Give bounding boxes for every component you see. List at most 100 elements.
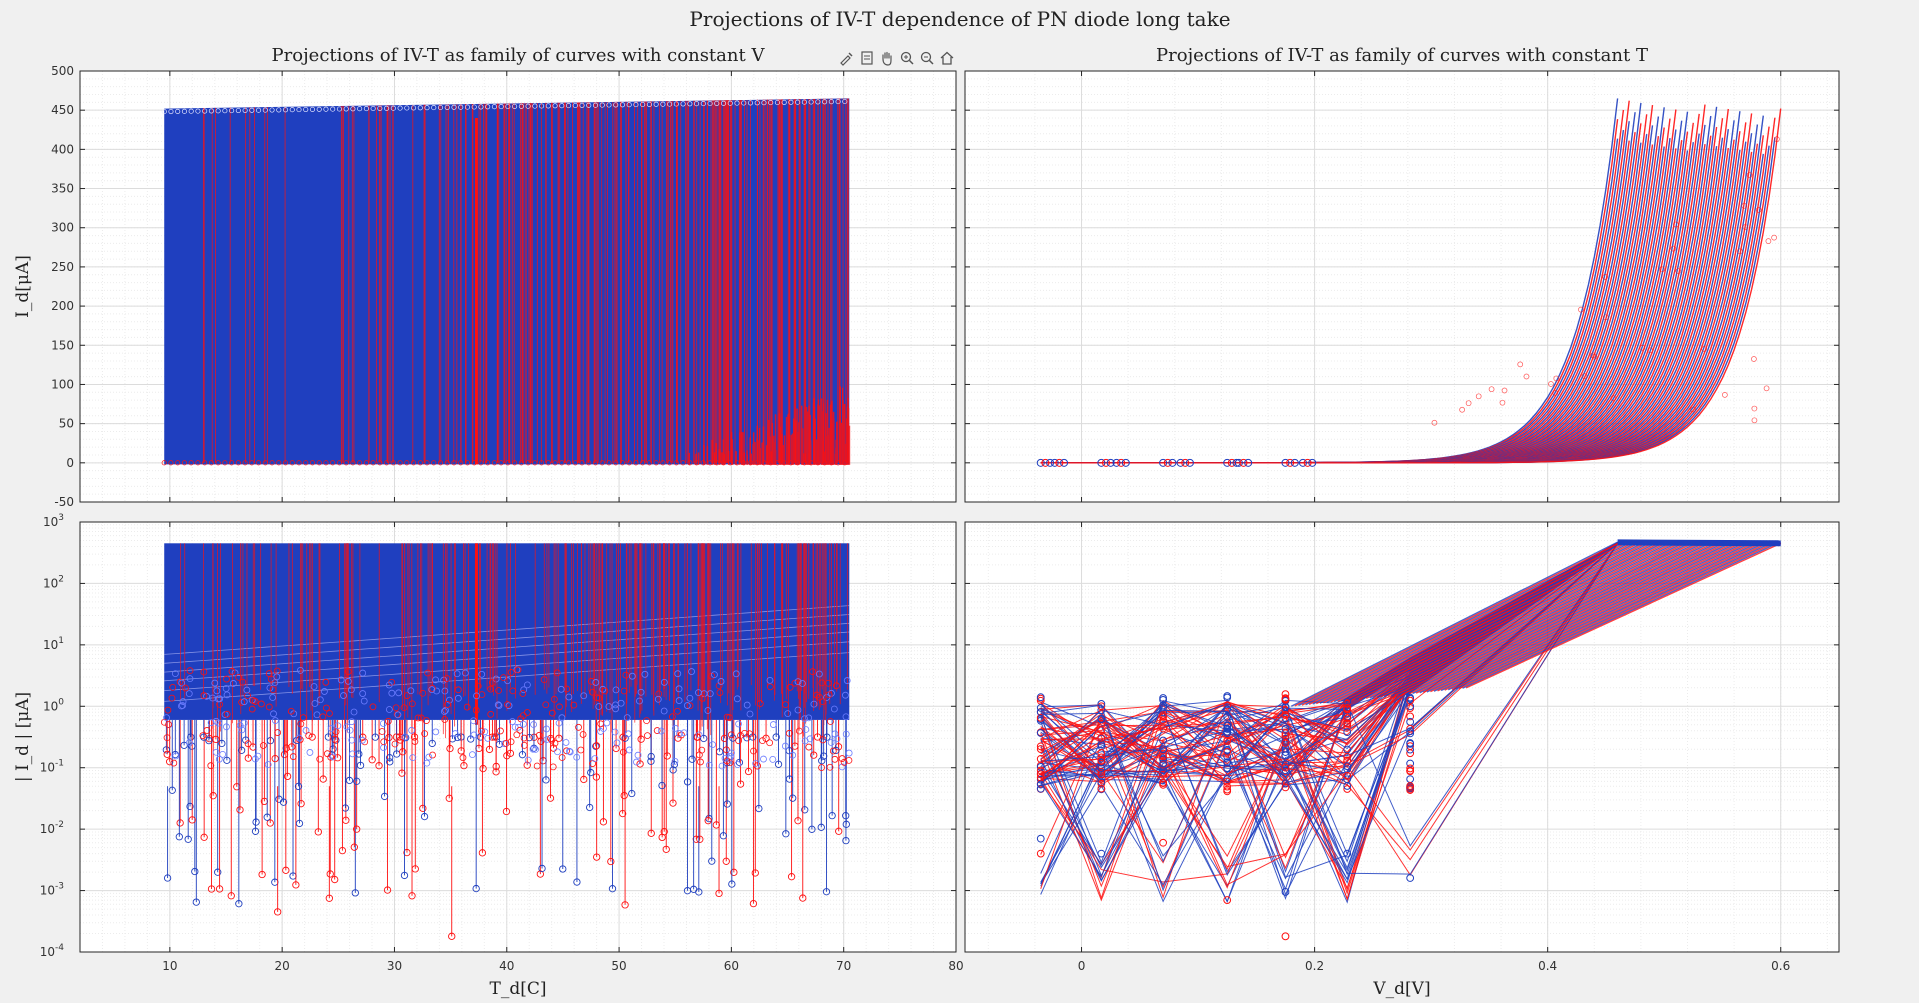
iv-marker: [1168, 458, 1177, 467]
bottom-marker: [289, 460, 295, 466]
base-marker: [520, 720, 527, 728]
top-marker: [498, 104, 504, 110]
series-red-mark: [821, 441, 824, 465]
spike-marker: [580, 775, 588, 784]
log-iv-marker: [1223, 736, 1232, 745]
log-iv-marker: [1097, 699, 1106, 708]
zoom-in-icon[interactable]: [898, 49, 916, 67]
log-iv-outlier: [1281, 932, 1290, 941]
base-marker: [715, 682, 723, 690]
spike-marker: [186, 802, 194, 811]
log-iv-marker: [1406, 766, 1415, 775]
band-line: [1451, 542, 1768, 690]
band-line: [1301, 541, 1628, 706]
base-marker: [236, 722, 244, 729]
series-bottom-markers: [161, 460, 848, 466]
base-marker: [297, 720, 305, 728]
log-iv-marker: [1159, 724, 1168, 733]
base-marker: [425, 753, 433, 761]
series-red-mark: [718, 450, 721, 465]
base-marker: [514, 666, 522, 674]
bottom-marker: [835, 460, 841, 466]
base-marker: [675, 697, 683, 704]
bottom-marker: [822, 460, 828, 466]
spike-marker: [637, 735, 645, 743]
iv-marker: [1308, 458, 1317, 467]
top-marker: [680, 101, 686, 107]
bottom-marker: [633, 460, 639, 466]
base-marker: [746, 710, 754, 718]
top-marker: [586, 102, 592, 108]
iv-marker: [1106, 458, 1115, 467]
base-marker: [825, 691, 833, 699]
top-marker: [518, 103, 524, 109]
iv-marker: [1159, 458, 1168, 467]
bottom-marker: [377, 460, 383, 466]
datatip-icon[interactable]: [858, 49, 876, 67]
bottom-marker: [626, 460, 632, 466]
top-marker: [599, 102, 605, 108]
log-iv-marker: [1097, 767, 1106, 776]
y-axis-label: I_d[μA]: [13, 255, 33, 318]
base-marker: [380, 738, 388, 746]
series-red-mark: [792, 418, 795, 465]
top-marker: [781, 99, 787, 105]
series-red-mark: [785, 416, 788, 465]
base-marker: [417, 714, 425, 722]
pan-hand-icon[interactable]: [878, 49, 896, 67]
spike-marker: [822, 888, 831, 896]
series-red-mark: [703, 445, 705, 465]
bottom-marker: [181, 460, 187, 466]
base-marker: [791, 679, 799, 687]
home-icon[interactable]: [938, 49, 956, 67]
log-iv-marker: [1036, 770, 1045, 779]
log-iv-marker: [1281, 779, 1290, 788]
spike-marker: [386, 758, 394, 766]
base-marker: [186, 667, 194, 675]
top-marker: [545, 103, 551, 109]
top-marker: [512, 103, 518, 109]
base-marker: [163, 714, 170, 722]
base-marker: [831, 730, 839, 738]
base-marker: [388, 689, 396, 697]
top-marker: [532, 103, 538, 109]
zoom-out-icon[interactable]: [918, 49, 936, 67]
x-tick-label: 50: [611, 959, 626, 973]
base-marker: [794, 706, 802, 714]
base-marker: [179, 698, 187, 705]
bottom-marker: [323, 460, 329, 466]
log-iv-marker: [1281, 760, 1290, 768]
iv-texture-marker: [1690, 406, 1696, 413]
spike-marker: [692, 835, 700, 843]
base-marker: [269, 694, 277, 701]
brush-icon[interactable]: [838, 49, 856, 67]
series-red-mark: [735, 451, 737, 465]
base-marker: [474, 682, 482, 690]
base-marker: [524, 756, 532, 764]
bottom-marker: [781, 460, 787, 466]
bottom-marker: [512, 460, 518, 466]
base-marker: [212, 748, 220, 756]
spike-marker: [559, 865, 567, 873]
spike-marker: [607, 857, 615, 866]
base-marker: [238, 698, 246, 706]
log-iv-marker: [1343, 771, 1352, 780]
base-marker: [680, 729, 688, 737]
spike-marker: [380, 792, 389, 801]
bottom-marker: [552, 460, 558, 466]
base-marker: [603, 719, 611, 727]
series-red-mark: [790, 435, 793, 465]
log-iv-outlier: [1036, 834, 1045, 843]
base-marker: [805, 714, 813, 722]
iv-texture-marker: [1647, 347, 1653, 354]
spike-marker: [282, 744, 290, 752]
base-marker: [660, 678, 668, 686]
series-red-mark: [829, 446, 832, 465]
log-iv-marker: [1097, 757, 1106, 765]
base-marker: [428, 686, 436, 694]
base-marker: [671, 724, 679, 732]
log-iv-marker: [1036, 708, 1045, 717]
iv-texture-marker: [1465, 400, 1472, 407]
bottom-marker: [195, 460, 201, 466]
bottom-marker: [747, 460, 754, 466]
